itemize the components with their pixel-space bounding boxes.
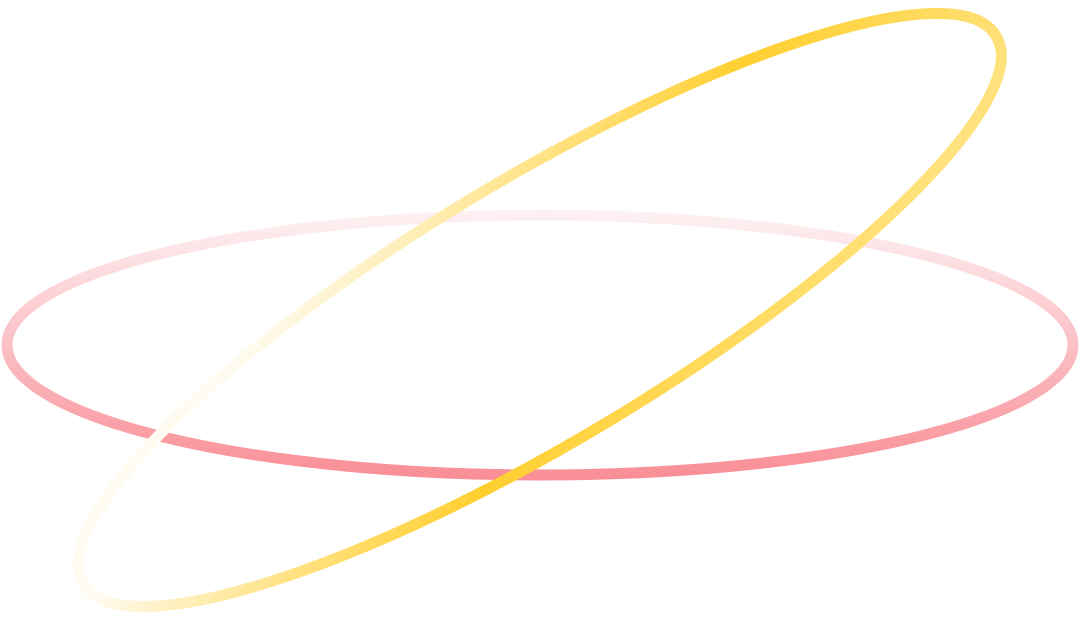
pink-ring (1, 209, 1079, 481)
yellow-ring (73, 7, 1007, 613)
